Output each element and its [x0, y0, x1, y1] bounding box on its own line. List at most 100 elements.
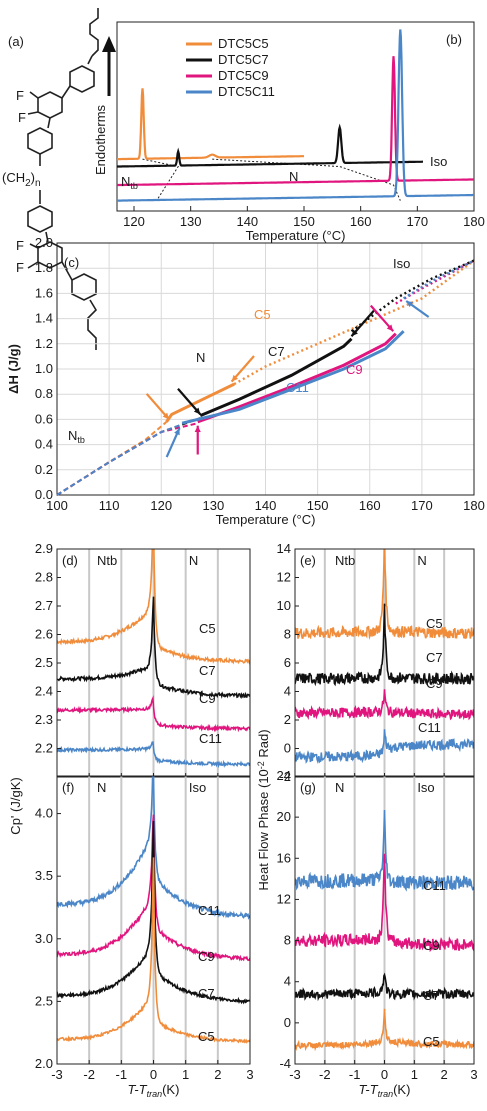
y-tick-label: -4 — [279, 1056, 291, 1071]
phase-label-left: N — [97, 780, 106, 795]
panel-f-cp-chart: 2.0 2.5 3.0 3.5 4.0 -3 -2 -1 0 1 2 3 T-Ttran(K) (f) N I… — [35, 775, 254, 1099]
y-tick-label: 0.4 — [35, 437, 53, 452]
transition-arrow-head — [406, 300, 414, 308]
panel-label-d: (d) — [62, 553, 78, 568]
x-tick-label: 140 — [236, 214, 258, 229]
series-label: C5 — [423, 1034, 440, 1049]
series-line — [295, 549, 474, 640]
series-line — [295, 689, 474, 721]
series-label: C7 — [198, 986, 215, 1001]
enthalpy-solid-segment — [197, 332, 397, 424]
y-tick-label: 6 — [284, 655, 291, 670]
series-label: C5 — [199, 621, 216, 636]
y-tick-label: 2.8 — [35, 570, 53, 585]
plot-frame — [56, 242, 475, 496]
series-label: C7 — [423, 988, 440, 1003]
series-label: C11 — [418, 720, 441, 735]
transition-arrow-head — [386, 324, 394, 332]
x-tick-label: -1 — [116, 1067, 128, 1082]
y-tick-label: 14 — [277, 541, 291, 556]
phase-label-left: N — [335, 780, 344, 795]
molecule-structure: (a) F F — [2, 8, 99, 350]
series-line — [57, 741, 250, 769]
x-tick-label: -2 — [83, 1067, 95, 1082]
transition-arrow-head — [174, 428, 180, 436]
fluorine-label: F — [18, 110, 26, 125]
phase-label-n: N — [289, 169, 298, 184]
y-tick-label: 2.4 — [35, 684, 53, 699]
phase-label-left: Ntb — [335, 553, 355, 568]
series-label: C9 — [426, 676, 443, 691]
y-tick-label: 0.6 — [35, 411, 53, 426]
panel-label-c: (c) — [64, 255, 79, 270]
y-tick-label: 24 — [277, 768, 291, 783]
series-line — [295, 972, 474, 1002]
series-label-c7: C7 — [268, 344, 285, 359]
series-label: C7 — [199, 663, 216, 678]
phase-label-right: Iso — [417, 780, 434, 795]
y-tick-label: 3.0 — [35, 931, 53, 946]
panel-label-g: (g) — [300, 780, 316, 795]
y-tick-label: 1.4 — [35, 311, 53, 326]
x-tick-label: -3 — [51, 1067, 63, 1082]
x-tick-label: 140 — [255, 498, 277, 513]
y-tick-label: 2.3 — [35, 712, 53, 727]
enthalpy-solid-segment — [165, 382, 235, 423]
molecule-drawing — [27, 8, 99, 350]
series-line — [57, 596, 250, 699]
x-tick-label: 1 — [182, 1067, 189, 1082]
y-tick-label: 0.8 — [35, 386, 53, 401]
legend-entry: DTC5C11 — [218, 84, 275, 99]
panel-label-b: (b) — [446, 32, 462, 47]
x-tick-label: 0 — [381, 1067, 388, 1082]
y-tick-label: 4 — [284, 974, 291, 989]
series-label-c11: C11 — [286, 380, 309, 395]
series-line — [57, 549, 250, 666]
series-label: C5 — [198, 1029, 215, 1044]
x-tick-label: 150 — [307, 498, 329, 513]
y-tick-label: 0 — [284, 1015, 291, 1030]
x-tick-label: -2 — [319, 1067, 331, 1082]
y-axis-label: ΔH (J/g) — [6, 344, 21, 394]
phase-label-ntb: Ntb — [68, 428, 85, 445]
fluorine-label: F — [16, 238, 24, 253]
phase-label-iso: Iso — [430, 154, 447, 169]
y-tick-label: 2.0 — [35, 235, 53, 250]
transition-dotted-line — [212, 158, 401, 201]
x-axis-label: Temperature (°C) — [246, 228, 346, 243]
legend-entry: DTC5C7 — [218, 52, 269, 67]
series-label-c5: C5 — [254, 307, 271, 322]
legend-entry: DTC5C9 — [218, 68, 269, 83]
transition-arrow-head — [162, 412, 170, 420]
x-tick-label: 170 — [406, 214, 428, 229]
series-label: C7 — [426, 650, 443, 665]
x-tick-label: 180 — [463, 214, 485, 229]
dsc-series-line — [117, 123, 423, 168]
y-axis-label: Cp' (J/gK) — [8, 777, 23, 834]
series-line — [57, 857, 250, 1044]
x-tick-label: 3 — [246, 1067, 253, 1082]
y-tick-label: 20 — [277, 809, 291, 824]
x-tick-label: 120 — [123, 214, 145, 229]
dsc-series-line — [117, 29, 474, 202]
series-line — [57, 814, 250, 962]
phase-label-right: N — [189, 553, 198, 568]
y-tick-label: 12 — [277, 891, 291, 906]
x-tick-label: 110 — [99, 498, 120, 513]
x-tick-label: 150 — [293, 214, 315, 229]
x-tick-label: 3 — [470, 1067, 477, 1082]
transition-arrow-head — [231, 374, 239, 382]
enthalpy-dashed-segment — [56, 423, 183, 496]
transition-arrow-head — [194, 425, 201, 433]
y-tick-label: 2.9 — [35, 541, 53, 556]
panel-label-f: (f) — [62, 780, 74, 795]
series-label: C11 — [199, 731, 222, 746]
y-tick-label: 8 — [284, 933, 291, 948]
panel-d-cp-chart: 2.2 2.3 2.4 2.5 2.6 2.7 2.8 2.9 (d) Ntb N C5 C7 C9 C11… — [8, 541, 251, 835]
x-tick-label: 160 — [350, 214, 372, 229]
x-axis-label: Temperature (°C) — [216, 512, 316, 527]
series-group — [57, 549, 250, 769]
x-tick-label: 1 — [411, 1067, 418, 1082]
panel-label-e: (e) — [300, 553, 316, 568]
